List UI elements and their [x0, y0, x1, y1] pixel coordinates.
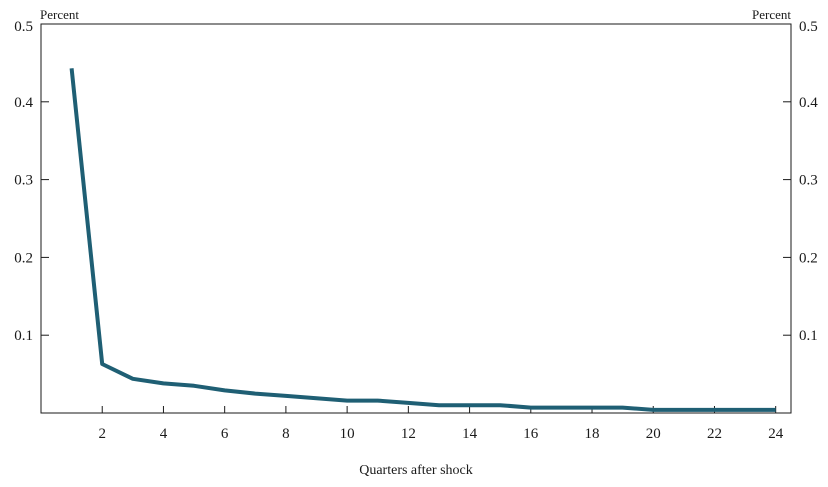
x-tick-label: 6 [221, 426, 229, 442]
plot-frame [40, 23, 792, 414]
x-tick-label: 8 [282, 426, 290, 442]
y-tick-label-left: 0.3 [14, 173, 33, 189]
x-tick-label: 16 [523, 426, 539, 442]
x-tick-label: 24 [768, 426, 784, 442]
series-layer [69, 68, 776, 412]
series-line [69, 68, 776, 412]
y-axis-right: 0.1 0.2 0.3 0.4 0.5 [783, 19, 818, 344]
x-tick-label: 18 [585, 426, 600, 442]
y-tick-label-right: 0.3 [799, 173, 818, 189]
y-tick-label-left: 0.4 [14, 95, 33, 111]
y-axis-left: 0.1 0.2 0.3 0.4 0.5 [14, 19, 49, 344]
x-tick-label: 12 [401, 426, 416, 442]
x-tick-label: 20 [646, 426, 661, 442]
y-axis-unit-right: Percent [752, 7, 791, 22]
y-tick-label-right: 0.1 [799, 328, 818, 344]
x-axis: 2 4 6 8 10 12 14 16 18 20 22 24 [98, 406, 784, 442]
y-axis-unit-left: Percent [40, 7, 79, 22]
y-tick-label-right: 0.2 [799, 250, 818, 266]
y-tick-label-right: 0.5 [799, 19, 818, 35]
x-tick-label: 10 [340, 426, 355, 442]
y-tick-label-right: 0.4 [799, 95, 818, 111]
y-tick-label-left: 0.1 [14, 328, 33, 344]
y-tick-label-left: 0.2 [14, 250, 33, 266]
x-tick-label: 14 [462, 426, 478, 442]
x-tick-label: 2 [98, 426, 106, 442]
x-tick-label: 4 [160, 426, 168, 442]
y-tick-label-left: 0.5 [14, 19, 33, 35]
x-tick-label: 22 [707, 426, 722, 442]
x-axis-title: Quarters after shock [359, 463, 473, 478]
